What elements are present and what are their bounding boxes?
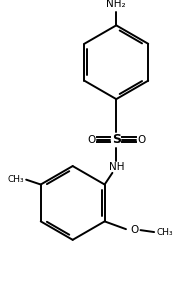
Text: S: S <box>112 134 121 146</box>
Text: O: O <box>131 225 139 235</box>
Text: O: O <box>137 135 146 145</box>
Text: NH₂: NH₂ <box>106 0 126 9</box>
Text: CH₃: CH₃ <box>156 228 173 237</box>
Text: O: O <box>87 135 95 145</box>
Text: CH₃: CH₃ <box>8 175 24 184</box>
Text: NH: NH <box>108 162 124 172</box>
